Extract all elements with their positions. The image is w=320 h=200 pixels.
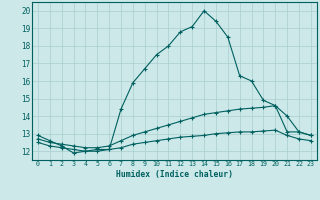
X-axis label: Humidex (Indice chaleur): Humidex (Indice chaleur) <box>116 170 233 179</box>
